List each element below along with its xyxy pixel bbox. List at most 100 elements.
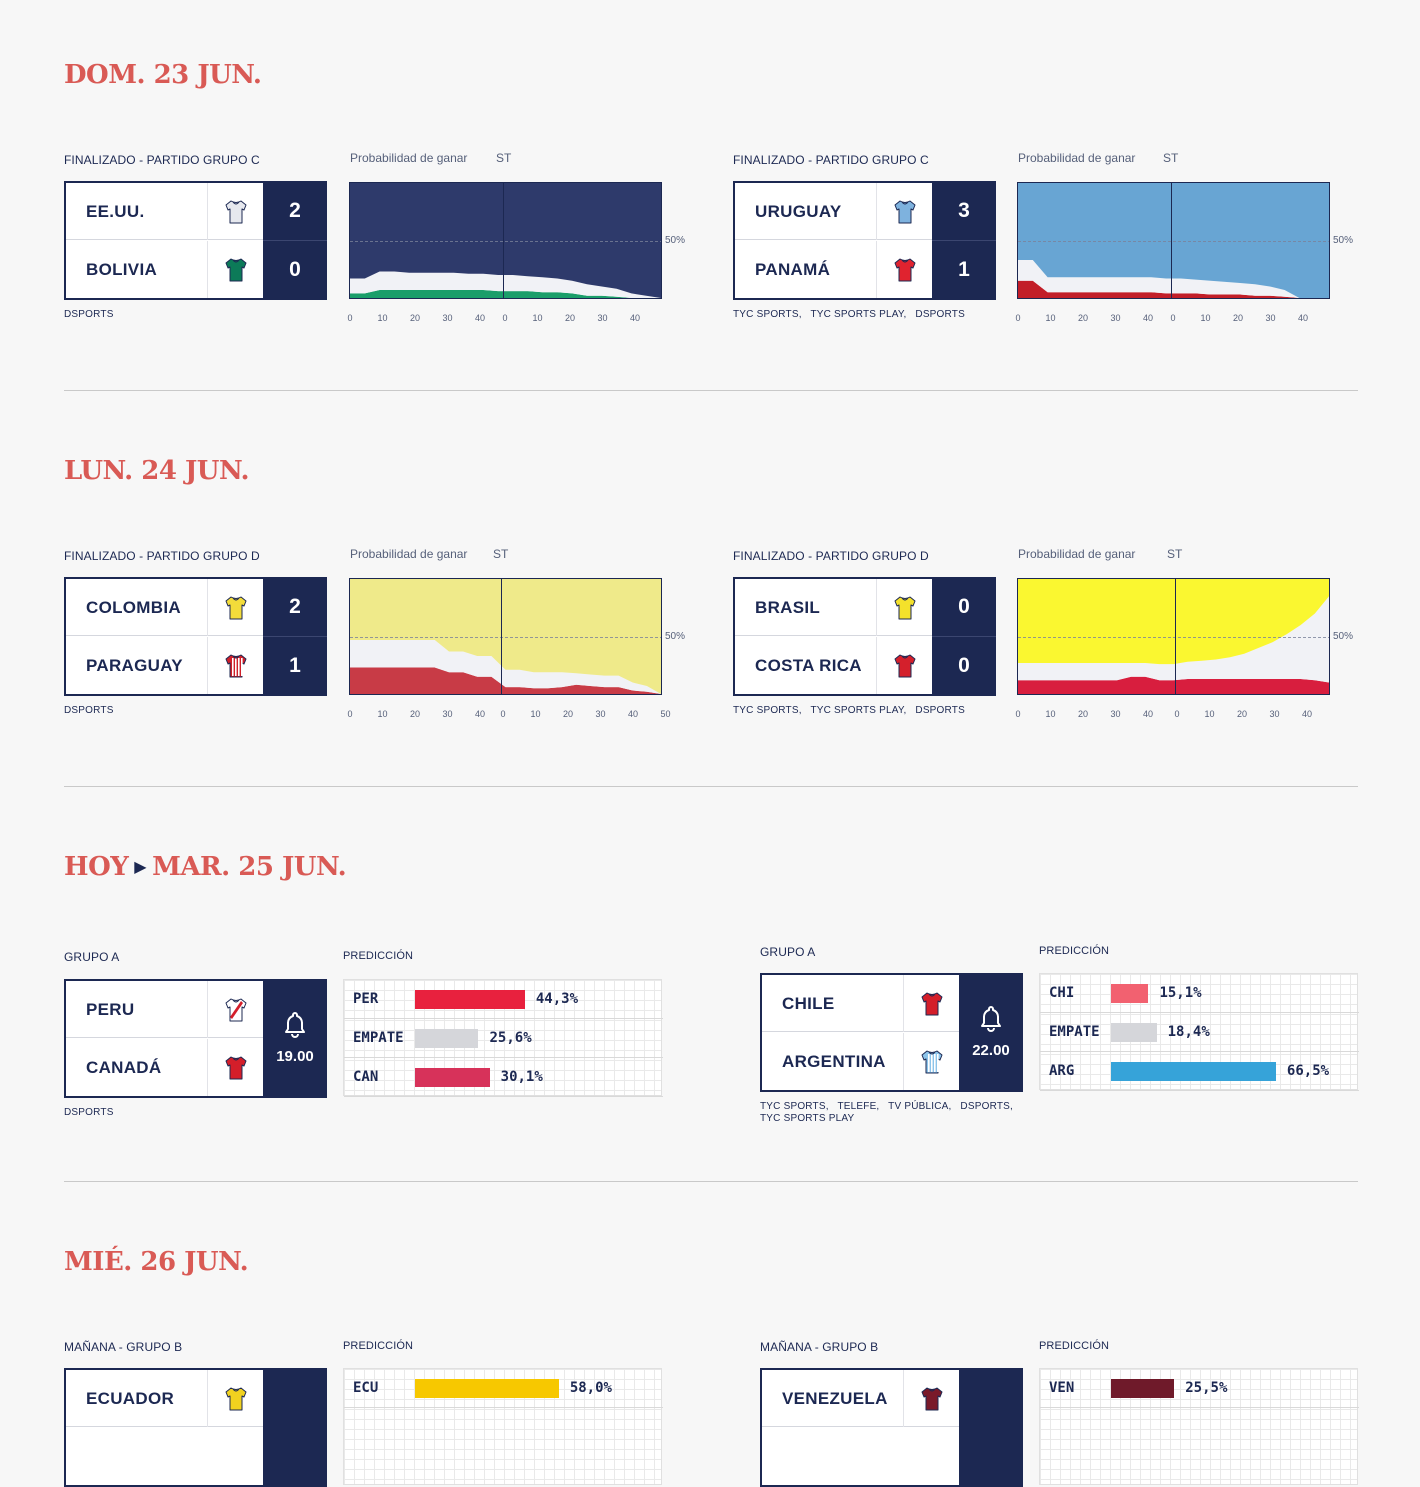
team-name: COSTA RICA [755, 656, 862, 675]
broadcast-list: TYC SPORTS, TYC SPORTS PLAY, DSPORTS [733, 705, 965, 716]
tick-label: 30 [1269, 709, 1280, 719]
prediction-row: ECU 58,0% [344, 1369, 663, 1408]
match-card[interactable]: BRASIL COSTA RICA 0 0 [733, 577, 996, 696]
tick-label: 30 [442, 709, 453, 719]
match-card[interactable]: COLOMBIA PARAGUAY 2 1 [64, 577, 327, 696]
tick-label: 20 [562, 709, 573, 719]
series-area-team1 [1018, 579, 1329, 665]
team-name: EE.UU. [86, 202, 145, 221]
date-heading: DOM. 23 JUN. [64, 60, 262, 90]
tick-label: 0 [1015, 709, 1021, 719]
prediction-label: PREDICCIÓN [1039, 1340, 1110, 1352]
prediction-bar [415, 1068, 490, 1087]
win-probability-chart [349, 182, 662, 299]
fifty-percent-line [350, 636, 661, 638]
match-status: MAÑANA - GRUPO B [64, 1340, 183, 1354]
halftime-line [503, 183, 504, 298]
prediction-team: CAN [353, 1069, 379, 1085]
broadcast-list: TYC SPORTS, TELEFE, TV PÚBLICA, DSPORTS,… [760, 1101, 1013, 1124]
tick-label: 0 [500, 709, 506, 719]
team-name: PARAGUAY [86, 656, 183, 675]
prediction-row: PER 44,3% [344, 980, 663, 1019]
prediction-table: CHI 15,1% EMPATE 18,4% ARG 66,5% [1039, 973, 1359, 1091]
team-name: CANADÁ [86, 1058, 162, 1077]
prediction-row: EMPATE 18,4% [1040, 1013, 1359, 1052]
match-card[interactable]: EE.UU. BOLIVIA 2 0 [64, 181, 327, 300]
prediction-bar [1111, 984, 1149, 1003]
tick-label: 0 [1170, 313, 1176, 323]
area-svg [1018, 579, 1329, 694]
fifty-percent-line [1018, 240, 1329, 242]
reminder-button[interactable]: 22.00 [959, 975, 1023, 1090]
series-area-draw [350, 271, 661, 298]
match-card[interactable]: VENEZUELA [760, 1368, 1023, 1487]
tick-label: 10 [1204, 709, 1215, 719]
match-status: FINALIZADO - PARTIDO GRUPO D [64, 549, 260, 563]
reminder-button[interactable]: 19.00 [263, 981, 327, 1096]
tick-label: 40 [1142, 709, 1153, 719]
jersey-icon [225, 1387, 247, 1411]
match-card[interactable]: PERU CANADÁ 19.00 [64, 979, 327, 1098]
series-area-team2 [1018, 280, 1329, 298]
win-probability-chart [349, 578, 662, 695]
series-area-team2 [350, 667, 661, 694]
tick-label: 20 [1232, 313, 1243, 323]
tick-label: 10 [530, 709, 541, 719]
prediction-label: PREDICCIÓN [1039, 945, 1110, 957]
series-area-draw [1018, 596, 1329, 683]
broadcast-list: DSPORTS [64, 705, 114, 716]
match-status: GRUPO A [760, 945, 816, 959]
prediction-bar [415, 990, 525, 1009]
prediction-value: 58,0% [569, 1380, 612, 1396]
date-heading: HOY ▶ MAR. 25 JUN. [64, 852, 347, 882]
prediction-team: ARG [1049, 1063, 1075, 1079]
fifty-percent-line [350, 240, 661, 242]
win-probability-chart [1017, 578, 1330, 695]
tick-label: 30 [1265, 313, 1276, 323]
prediction-team: CHI [1049, 985, 1075, 1001]
team-name: CHILE [782, 994, 835, 1013]
prob-label: Probabilidad de ganar [350, 151, 468, 165]
tick-label: 10 [1200, 313, 1211, 323]
score: 1 [958, 258, 970, 281]
tick-label: 0 [1174, 709, 1180, 719]
tick-label: 0 [1015, 313, 1021, 323]
tick-label: 40 [627, 709, 638, 719]
series-area-team2 [1018, 676, 1329, 694]
section-divider [64, 786, 1358, 787]
tick-label: 40 [1142, 313, 1153, 323]
section-divider [64, 390, 1358, 391]
match-card[interactable]: ECUADOR [64, 1368, 327, 1487]
date-heading: LUN. 24 JUN. [64, 456, 250, 486]
jersey-icon [894, 654, 916, 678]
st-label: ST [1167, 547, 1183, 561]
prediction-table: ECU 58,0% [343, 1368, 663, 1485]
score: 1 [289, 654, 301, 677]
prediction-team: ECU [353, 1380, 379, 1396]
prediction-team: EMPATE [353, 1030, 404, 1046]
tick-label: 10 [377, 709, 388, 719]
match-card[interactable]: URUGUAY PANAMÁ 3 1 [733, 181, 996, 300]
team-name: VENEZUELA [782, 1389, 888, 1408]
prediction-bar [1111, 1379, 1175, 1398]
team-name: URUGUAY [755, 202, 842, 221]
tick-label: 20 [1077, 709, 1088, 719]
prediction-bar [1111, 1023, 1157, 1042]
tick-label: 30 [1110, 313, 1121, 323]
team-name: ECUADOR [86, 1389, 175, 1408]
jersey-icon [225, 200, 247, 224]
prediction-table: VEN 25,5% [1039, 1368, 1359, 1485]
jersey-icon [225, 654, 247, 678]
prob-label: Probabilidad de ganar [1018, 547, 1136, 561]
halftime-line [1175, 579, 1176, 694]
match-card[interactable]: CHILE ARGENTINA 22.00 [760, 973, 1023, 1092]
score: 2 [289, 199, 301, 222]
prediction-value: 18,4% [1167, 1024, 1210, 1040]
broadcast-list: DSPORTS [64, 1107, 114, 1118]
tick-label: 50 [660, 709, 671, 719]
prediction-label: PREDICCIÓN [343, 950, 414, 962]
tick-label: 40 [474, 313, 485, 323]
win-probability-chart [1017, 182, 1330, 299]
match-status: FINALIZADO - PARTIDO GRUPO C [733, 153, 929, 167]
score: 0 [289, 258, 301, 281]
